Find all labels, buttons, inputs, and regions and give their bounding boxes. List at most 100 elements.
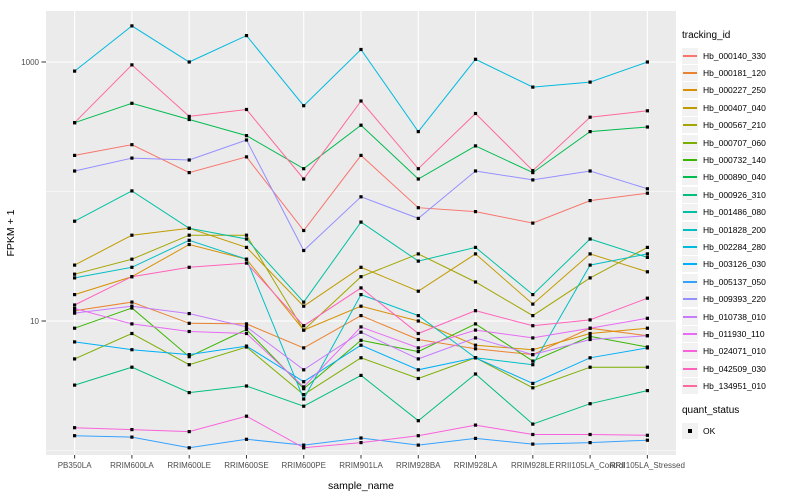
legend-key-swatch [682,169,698,186]
data-point [187,355,191,359]
data-point [302,446,306,450]
data-point [359,275,363,279]
axes: 1000 10 PB350LA RRIM600LA RRIM600LE RRIM600SE… [21,58,685,470]
data-point [73,272,77,276]
data-point [73,121,77,125]
data-point [416,252,420,256]
data-point [416,167,420,171]
data-point [359,123,363,127]
data-point [130,348,134,352]
data-point [645,191,649,195]
legend-line-icon [683,228,697,231]
data-point [244,34,249,38]
data-point [588,334,592,338]
data-point [302,177,306,181]
data-point [531,169,535,173]
data-point [130,435,134,439]
y-axis-title: FPKM + 1 [5,209,17,256]
legend-item: Hb_000227_250 [682,82,798,99]
legend-item: Hb_000140_330 [682,47,798,64]
data-point [416,289,420,293]
data-point [302,167,306,171]
data-point [359,153,363,157]
data-point [473,336,478,340]
data-point [531,442,535,446]
legend-key-swatch [682,204,698,221]
data-point [588,263,592,267]
data-point [73,69,77,73]
legend-item-label: Hb_001828_200 [703,224,766,235]
data-point [187,265,191,269]
data-point [588,237,592,241]
data-point [473,372,478,376]
data-point [302,328,306,332]
data-point [73,276,77,280]
data-point [302,346,306,350]
legend-item: Hb_005137_050 [682,273,798,290]
x-tick-label: RRIM928LA [454,461,498,470]
data-point [416,314,420,318]
data-point [130,63,134,67]
data-point [588,441,592,445]
data-point [588,337,592,342]
data-point [473,356,478,360]
data-point [531,386,535,390]
data-point [416,216,420,220]
data-point [244,138,249,142]
legend-line-icon [683,280,697,283]
data-point [187,242,191,247]
data-point [244,245,249,249]
x-axis-title: sample_name [328,480,394,492]
legend-item: Hb_001828_200 [682,221,798,238]
legend-item-label: Hb_134951_010 [703,381,766,392]
data-point [359,436,363,440]
data-point [359,304,363,308]
data-point [73,326,77,330]
data-point [645,109,649,113]
data-point [473,111,478,116]
data-point [588,80,592,84]
data-point [187,171,191,175]
y-tick-label: 1000 [21,58,39,67]
data-point [73,311,77,315]
data-point [359,441,363,445]
legend-key-swatch [682,325,698,342]
data-point [473,57,478,61]
data-point [473,423,478,427]
data-point [73,219,77,223]
data-point [531,353,535,357]
legend-key-swatch [682,273,698,290]
data-point [244,257,249,261]
legend-key-swatch [682,238,698,255]
legend-item-label: Hb_001486_080 [703,207,766,218]
data-point [588,326,592,330]
data-point [302,385,306,389]
data-point [187,238,191,242]
data-point [302,368,306,372]
legend-line-icon [683,89,697,92]
data-point [531,85,535,89]
data-point [302,324,306,328]
data-point [302,404,306,408]
data-point [645,389,649,393]
data-point [645,245,649,249]
legend-color-title: tracking_id [682,30,731,41]
data-point [302,397,306,401]
data-point [130,428,134,432]
data-point [130,331,134,336]
data-point [302,228,306,233]
legend-item: Hb_042509_030 [682,360,798,377]
legend-key-swatch [682,221,698,238]
legend-item-label: Hb_011930_110 [703,328,765,339]
data-point [645,125,649,129]
data-point [645,326,649,330]
x-tick-label: RRIM928LE [511,461,555,470]
data-point [588,130,592,134]
legend-line-icon [683,106,697,109]
legend-item-label: Hb_000732_140 [703,155,766,166]
data-point [645,60,649,64]
data-point [130,233,134,237]
legend-line-icon [683,211,697,214]
data-point [416,177,420,181]
